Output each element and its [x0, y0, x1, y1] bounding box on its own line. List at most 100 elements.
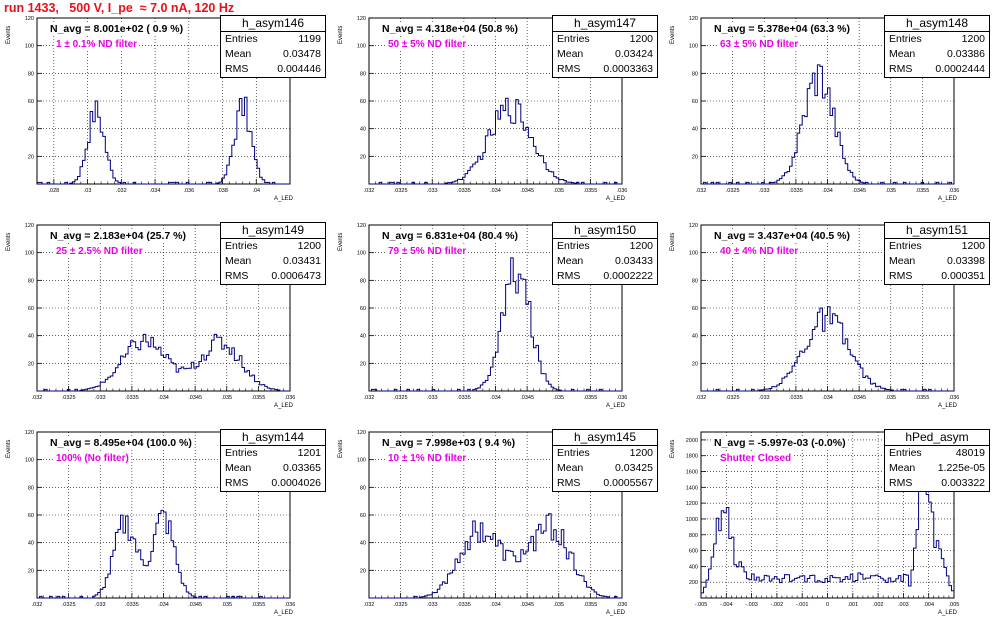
- x-tick-label: .033: [759, 188, 770, 194]
- y-tick-label: 40: [692, 127, 698, 133]
- stats-label: Mean: [889, 255, 916, 267]
- x-tick-label: .005: [949, 602, 960, 608]
- filter-label: 63 ± 5% ND filter: [718, 39, 801, 50]
- x-tick-label: .032: [696, 395, 707, 401]
- stats-box: h_asym144 Entries 1201 Mean 0.03365 RMS 0.0004…: [220, 429, 326, 492]
- x-tick-label: .032: [116, 188, 127, 194]
- y-tick-label: 40: [28, 127, 34, 133]
- y-tick-label: 40: [28, 334, 34, 340]
- stats-row-rms: RMS 0.000351: [885, 269, 989, 284]
- filter-label: 79 ± 5% ND filter: [386, 246, 469, 257]
- stats-value: 0.03433: [615, 255, 653, 267]
- stats-row-entries: Entries 1200: [885, 32, 989, 47]
- y-tick-label: 100: [357, 458, 366, 464]
- n-avg-label: N_avg = 7.998e+03 ( 9.4 %): [380, 437, 518, 449]
- y-tick-label: 800: [689, 533, 698, 539]
- y-tick-label: 40: [360, 334, 366, 340]
- x-tick-label: .033: [95, 395, 106, 401]
- x-tick-label: .0355: [583, 602, 597, 608]
- x-tick-label: .038: [217, 188, 228, 194]
- x-tick-label: .0325: [726, 395, 740, 401]
- y-tick-label: 60: [692, 99, 698, 105]
- stats-row-rms: RMS 0.0006473: [221, 269, 325, 284]
- x-tick-label: .0345: [852, 188, 866, 194]
- x-tick-label: .032: [364, 188, 375, 194]
- x-tick-label: .0325: [394, 188, 408, 194]
- y-tick-label: 80: [28, 71, 34, 77]
- x-tick-label: .0325: [62, 602, 76, 608]
- histogram-plot: -.005 -.004 -.003 -.002 -.001 0 .001 .002 .003 .0…: [686, 431, 960, 608]
- y-tick-label: 60: [28, 513, 34, 519]
- stats-value: 0.003322: [941, 477, 985, 489]
- n-avg-label: N_avg = 6.831e+04 (80.4 %): [380, 230, 521, 242]
- histogram-line: [369, 97, 622, 185]
- x-axis-title: A_LED: [606, 403, 626, 409]
- stats-box: h_asym145 Entries 1200 Mean 0.03425 RMS 0.0005…: [552, 429, 658, 492]
- y-tick-label: 120: [357, 430, 366, 436]
- x-tick-label: .002: [873, 602, 884, 608]
- x-axis-title: A_LED: [606, 610, 626, 616]
- stats-histogram-name: h_asym146: [221, 16, 325, 32]
- stats-row-mean: Mean 0.03425: [553, 461, 657, 476]
- x-tick-label: .0355: [251, 395, 265, 401]
- x-axis-title: A_LED: [606, 196, 626, 202]
- x-tick-label: .034: [490, 602, 501, 608]
- histogram-plot: .032 .0325 .033 .0335 .034 .0345 .035 .0355 .036…: [357, 16, 628, 194]
- stats-label: RMS: [889, 63, 913, 75]
- y-tick-label: 80: [28, 278, 34, 284]
- histogram-line: [37, 509, 290, 599]
- stats-label: Mean: [557, 255, 584, 267]
- y-axis-title: Events: [670, 439, 676, 458]
- y-tick-label: 60: [28, 99, 34, 105]
- x-tick-label: .033: [759, 395, 770, 401]
- stats-value: 0.03478: [283, 48, 321, 60]
- y-tick-label: 80: [28, 485, 34, 491]
- stats-label: RMS: [225, 270, 249, 282]
- y-tick-label: 1800: [686, 454, 698, 460]
- x-tick-label: .0345: [520, 602, 534, 608]
- stats-row-entries: Entries 1200: [553, 446, 657, 461]
- y-tick-label: 40: [360, 541, 366, 547]
- x-tick-label: .0325: [62, 395, 76, 401]
- stats-row-mean: Mean 1.225e-05: [885, 461, 989, 476]
- y-tick-label: 20: [28, 361, 34, 367]
- y-tick-label: 200: [689, 580, 698, 586]
- y-tick-label: 20: [28, 568, 34, 574]
- y-tick-label: 40: [692, 334, 698, 340]
- stats-label: Mean: [225, 462, 252, 474]
- y-axis-title: Events: [338, 25, 344, 44]
- stats-label: Entries: [557, 33, 590, 45]
- x-tick-label: .033: [427, 188, 438, 194]
- x-axis-title: A_LED: [938, 610, 958, 616]
- x-tick-label: .03: [84, 188, 92, 194]
- stats-row-mean: Mean 0.03433: [553, 254, 657, 269]
- y-tick-label: 60: [360, 513, 366, 519]
- stats-value: 1200: [961, 33, 985, 45]
- stats-label: Entries: [557, 240, 590, 252]
- histogram-line: [701, 468, 954, 594]
- y-tick-label: 1000: [686, 517, 698, 523]
- stats-histogram-name: h_asym151: [885, 223, 989, 239]
- stats-label: Entries: [889, 240, 922, 252]
- histogram-line: [37, 333, 290, 392]
- stats-label: Entries: [557, 447, 590, 459]
- x-tick-label: .001: [847, 602, 858, 608]
- stats-label: Mean: [557, 462, 584, 474]
- stats-row-mean: Mean 0.03424: [553, 47, 657, 62]
- x-tick-label: .0325: [394, 602, 408, 608]
- y-tick-label: 60: [28, 306, 34, 312]
- x-tick-label: .035: [221, 602, 232, 608]
- x-tick-label: .0335: [457, 602, 471, 608]
- x-tick-label: .036: [617, 188, 628, 194]
- stats-histogram-name: h_asym148: [885, 16, 989, 32]
- y-tick-label: 80: [360, 71, 366, 77]
- x-tick-label: .0335: [789, 188, 803, 194]
- histogram-line: [701, 306, 954, 392]
- stats-value: 1200: [297, 240, 321, 252]
- stats-label: RMS: [225, 477, 249, 489]
- y-tick-label: 80: [360, 278, 366, 284]
- x-axis-title: A_LED: [274, 610, 294, 616]
- x-tick-label: .0345: [188, 602, 202, 608]
- stats-histogram-name: h_asym145: [553, 430, 657, 446]
- x-tick-label: .0325: [726, 188, 740, 194]
